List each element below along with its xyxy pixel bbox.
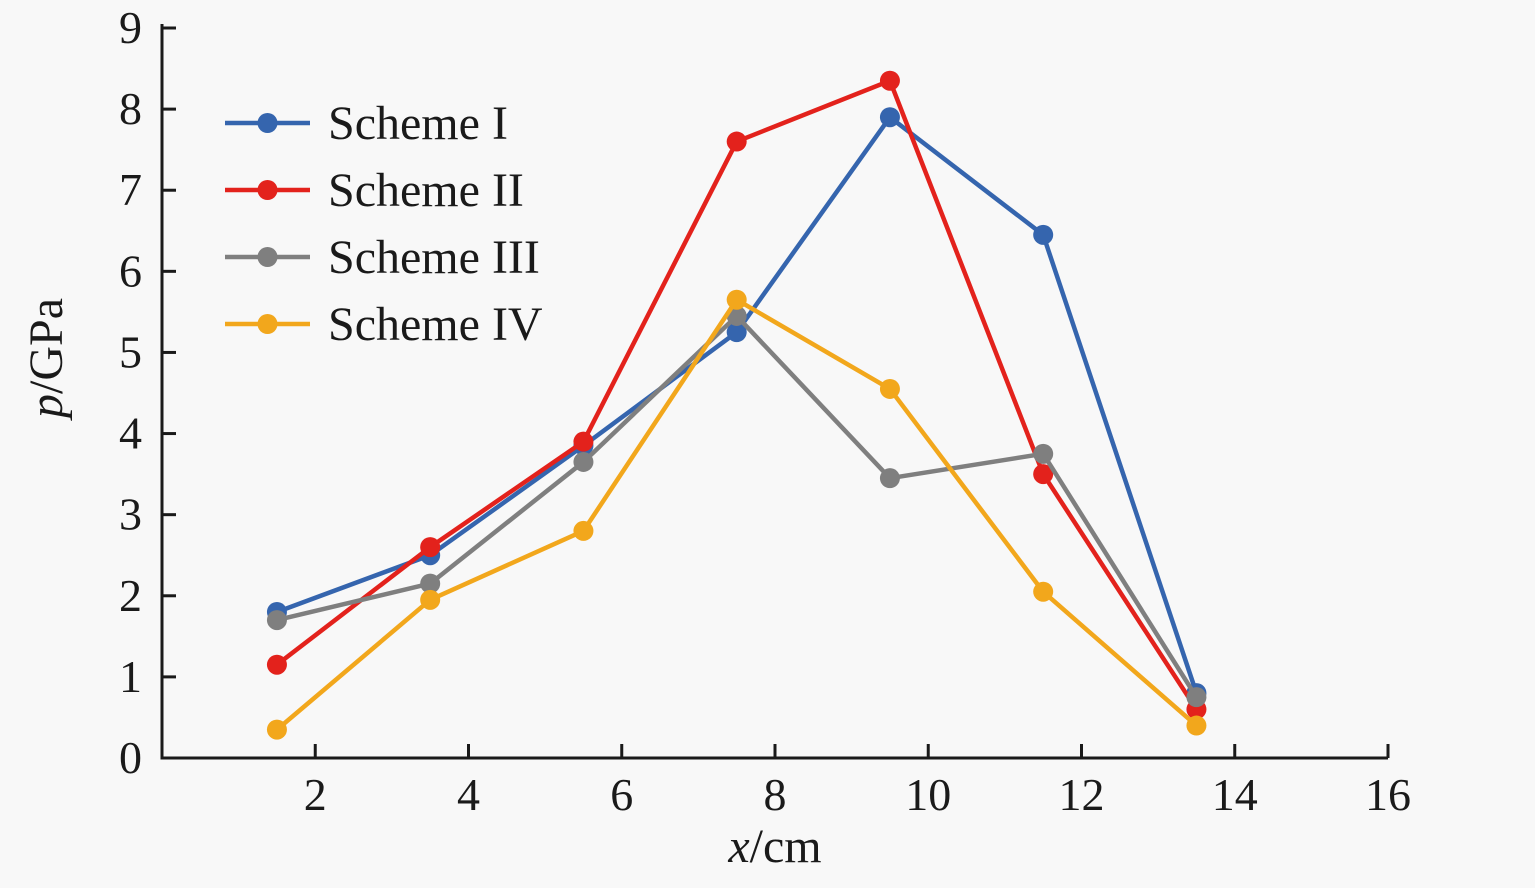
legend-item-scheme-iv: Scheme IV (225, 298, 543, 351)
data-point-scheme-iv (726, 289, 747, 310)
data-point-scheme-iv (879, 378, 900, 399)
data-point-scheme-iii (420, 573, 441, 594)
y-tick-label: 1 (119, 651, 142, 702)
x-tick-label: 2 (304, 769, 327, 820)
x-tick-label: 4 (457, 769, 480, 820)
data-point-scheme-i (726, 322, 747, 343)
legend-item-scheme-ii: Scheme II (225, 164, 524, 217)
x-tick-label: 16 (1365, 769, 1411, 820)
data-point-scheme-i (879, 107, 900, 128)
y-tick-label: 2 (119, 570, 142, 621)
x-tick-label: 10 (905, 769, 951, 820)
y-tick-label: 4 (119, 408, 142, 459)
legend-label-scheme-ii: Scheme II (328, 164, 524, 217)
data-point-scheme-ii (879, 70, 900, 91)
y-tick-label: 7 (119, 164, 142, 215)
legend-marker-scheme-iv (257, 314, 278, 334)
data-point-scheme-iv (266, 719, 287, 740)
data-point-scheme-iii (879, 468, 900, 489)
x-tick-label: 8 (764, 769, 787, 820)
data-point-scheme-iii (573, 451, 594, 472)
data-point-scheme-iv (1033, 581, 1054, 602)
data-point-scheme-ii (1033, 464, 1054, 485)
y-tick-label: 9 (119, 2, 142, 53)
legend-marker-scheme-i (257, 113, 278, 133)
x-tick-label: 12 (1059, 769, 1105, 820)
y-tick-label: 8 (119, 83, 142, 134)
y-tick-label: 6 (119, 245, 142, 296)
legend-item-scheme-i: Scheme I (225, 97, 508, 150)
legend-label-scheme-iv: Scheme IV (328, 298, 543, 351)
y-tick-label: 5 (119, 326, 142, 377)
data-point-scheme-ii (420, 537, 441, 558)
data-point-scheme-ii (266, 654, 287, 675)
data-point-scheme-iii (266, 610, 287, 631)
legend-marker-scheme-ii (257, 180, 278, 200)
x-tick-label: 6 (610, 769, 633, 820)
data-point-scheme-iv (573, 520, 594, 541)
y-tick-label: 0 (119, 732, 142, 783)
data-point-scheme-ii (726, 131, 747, 152)
data-point-scheme-iv (1186, 715, 1207, 736)
data-point-scheme-iv (420, 589, 441, 610)
data-point-scheme-i (1033, 224, 1054, 245)
y-tick-label: 3 (119, 489, 142, 540)
legend-label-scheme-iii: Scheme III (328, 231, 540, 284)
legend-item-scheme-iii: Scheme III (225, 231, 540, 284)
legend-label-scheme-i: Scheme I (328, 97, 508, 150)
y-axis-title: p/GPa (20, 298, 73, 421)
data-point-scheme-ii (573, 431, 594, 452)
data-point-scheme-iii (1186, 687, 1207, 708)
x-axis-title: x/cm (727, 820, 821, 873)
x-tick-label: 14 (1212, 769, 1258, 820)
legend-marker-scheme-iii (257, 247, 278, 267)
data-point-scheme-iii (1033, 443, 1054, 464)
